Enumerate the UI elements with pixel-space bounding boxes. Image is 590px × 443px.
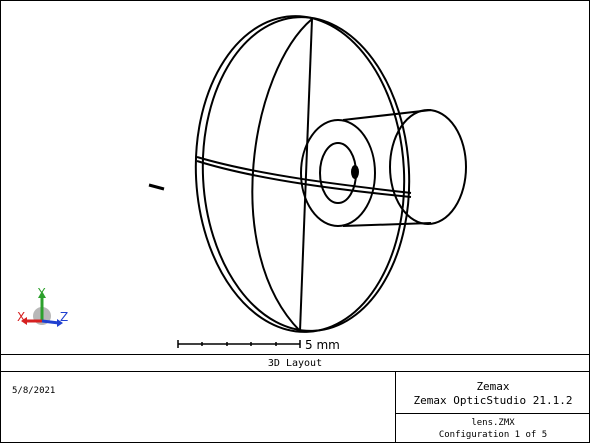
lens-rear-edge [201,16,411,332]
title-divider-top [0,354,590,355]
company-block: Zemax Zemax OpticStudio 21.1.2 [396,380,590,408]
x-axis-label: X [17,310,25,324]
footer-divider-horizontal [395,413,590,414]
barrel-top-edge [342,109,432,121]
barrel-rear-ring [389,109,467,225]
configuration-label: Configuration 1 of 5 [438,430,548,440]
product-version: Zemax OpticStudio 21.1.2 [413,394,573,407]
lens-vertical-chord [299,18,313,332]
company-name: Zemax [476,380,510,393]
optical-axis-marker [351,165,359,179]
scale-bar [177,340,301,348]
barrel-bottom-edge [342,222,432,227]
lens-horizontal-equator [196,156,412,194]
3d-lens-drawing: 5 mm Y X Z [17,15,467,352]
lens-vertical-meridian [251,18,313,332]
lens-horizontal-equator-2 [196,160,412,198]
plot-date: 5/8/2021 [12,386,56,396]
layout-viewport[interactable]: 5 mm Y X Z [1,1,589,353]
barrel-front-ring [300,119,376,227]
axis-gizmo[interactable]: Y X Z [17,286,68,327]
file-name: lens.ZMX [471,418,515,428]
barrel-inner-ring [319,142,357,204]
object-ray-marker [148,183,165,191]
lens-outer-edge [194,15,406,333]
scale-bar-label: 5 mm [305,338,340,352]
plot-title: 3D Layout [267,358,323,369]
z-axis-label: Z [60,310,68,324]
footer-divider-vertical [395,372,396,442]
y-axis-label: Y [37,286,46,300]
title-divider-bottom [0,371,590,372]
